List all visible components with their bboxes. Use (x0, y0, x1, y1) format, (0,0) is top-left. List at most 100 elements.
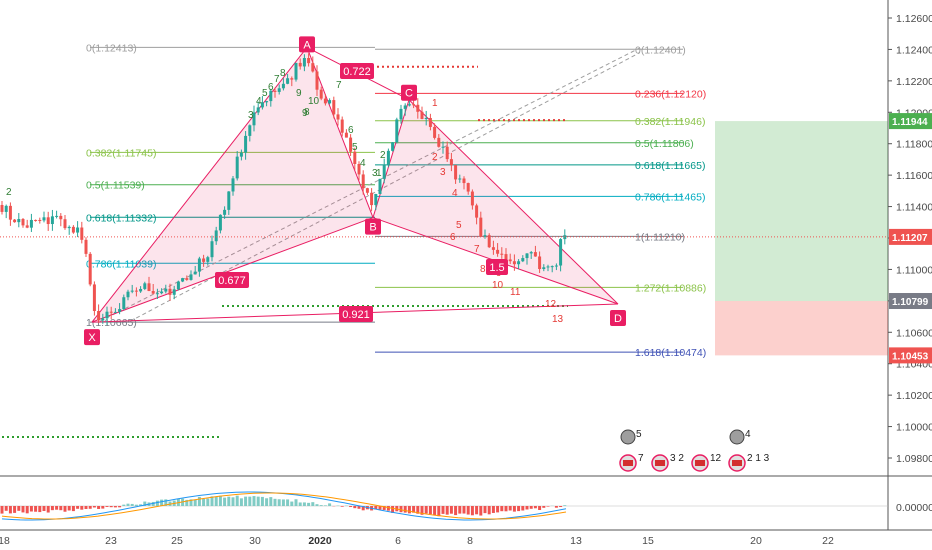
x-tick-label: 8 (467, 535, 473, 547)
event-count-top: 4 (745, 429, 751, 440)
macd-histogram-bar (416, 506, 420, 514)
candle-body (29, 219, 33, 228)
candle-body (529, 252, 533, 254)
point-a-label-bg (299, 36, 315, 53)
seq-digit-bottom: 5 (456, 220, 462, 231)
candle-body (311, 63, 315, 72)
macd-histogram-bar (59, 506, 63, 511)
macd-histogram-bar (420, 506, 424, 515)
candle-body (542, 267, 546, 270)
candle-body (382, 164, 386, 179)
macd-histogram-bar (17, 506, 21, 511)
seq-digit-top: 4 (360, 158, 366, 169)
macd-histogram-bar (248, 496, 252, 506)
macd-histogram-bar (189, 499, 193, 506)
macd-histogram-bar (504, 506, 508, 512)
candle-body (122, 297, 126, 310)
macd-histogram-bar (563, 505, 567, 506)
candle-body (437, 137, 441, 147)
point-c-label: C (405, 88, 413, 100)
macd-histogram-bar (88, 506, 92, 509)
macd-histogram-bar (235, 495, 239, 506)
macd-histogram-bar (533, 506, 537, 509)
candle-body (202, 258, 206, 262)
macd-histogram-bar (155, 500, 159, 506)
candle-body (365, 188, 369, 193)
macd-histogram-bar (231, 497, 235, 506)
macd-histogram-bar (25, 506, 29, 514)
x-tick-label: 25 (171, 535, 183, 547)
macd-histogram-bar (475, 506, 479, 515)
candle-body (134, 290, 138, 292)
macd-histogram-bar (349, 506, 353, 508)
macd-histogram-bar (223, 497, 227, 506)
candle-body (92, 284, 96, 311)
macd-histogram-bar (512, 506, 516, 512)
fib-right-label: 0.382(1.11946) (635, 116, 705, 128)
macd-histogram-bar (281, 499, 285, 506)
candle-body (88, 253, 92, 285)
stop-price-tag-bg (889, 347, 932, 364)
candle-body (517, 261, 521, 265)
candle-body (378, 178, 382, 194)
y-tick-label: 1.10000 (896, 422, 932, 434)
macd-histogram-bar (84, 506, 88, 509)
macd-histogram-bar (525, 506, 529, 510)
sequence-counts: 234567899108765432112345678910111213 (6, 68, 564, 325)
macd-histogram-bar (290, 501, 294, 506)
event-count-bottom: 7 (638, 453, 644, 464)
y-tick-label: 1.10600 (896, 327, 932, 339)
macd-histogram-bar (29, 506, 33, 512)
x-tick-label: 30 (249, 535, 261, 547)
candle-body (340, 119, 344, 133)
macd-histogram-bar (277, 499, 281, 506)
candle-body (160, 291, 164, 294)
candle-body (508, 259, 512, 262)
point-d-label: D (614, 313, 622, 325)
macd-histogram-bar (80, 506, 84, 510)
candle-body (407, 104, 411, 106)
macd-pane (0, 491, 888, 521)
macd-histogram-bar (517, 506, 521, 512)
candle-body (181, 278, 185, 282)
seq-digit-bottom: 12 (545, 299, 557, 310)
macd-histogram-bar (449, 506, 453, 514)
macd-histogram-bar (378, 506, 382, 510)
macd-histogram-bar (399, 506, 403, 513)
macd-histogram-bar (63, 506, 67, 512)
ratio-abc: 0.722 (343, 66, 371, 78)
point-d-label-bg (610, 310, 626, 326)
macd-histogram-bar (218, 495, 222, 506)
seq-digit-top: 3 (248, 110, 254, 121)
macd-histogram-bar (109, 506, 113, 508)
macd-histogram-bar (319, 505, 323, 506)
seq-digit-bottom: 10 (492, 280, 504, 291)
candle-body (273, 90, 277, 92)
seq-digit-top: 6 (348, 125, 354, 136)
macd-histogram-bar (559, 506, 563, 508)
macd-histogram-bar (538, 506, 542, 510)
y-tick-label: 1.12400 (896, 44, 932, 56)
candle-body (113, 311, 117, 313)
candle-body (454, 165, 458, 180)
seq-digit-top: 5 (262, 88, 268, 99)
seq-digit-top: 8 (304, 107, 310, 118)
macd-histogram-bar (130, 503, 134, 506)
point-c-label-bg (401, 84, 417, 101)
candle-body (265, 101, 269, 103)
macd-histogram-bar (353, 506, 357, 509)
fib-right-label: 0.5(1.11806) (635, 138, 694, 150)
fib-right-label: 0.236(1.12120) (635, 88, 706, 100)
candle-body (395, 119, 399, 143)
fib-right-label: 0.786(1.11465) (635, 191, 705, 203)
fib-left-label: 0.5(1.11539) (86, 180, 145, 192)
macd-histogram-bar (412, 506, 416, 513)
candle-body (76, 227, 80, 233)
macd-histogram-bar (437, 506, 441, 517)
candle-body (109, 311, 113, 313)
macd-histogram-bar (126, 503, 130, 506)
seq-digit-bottom: 4 (452, 188, 458, 199)
candle-body (391, 142, 395, 151)
